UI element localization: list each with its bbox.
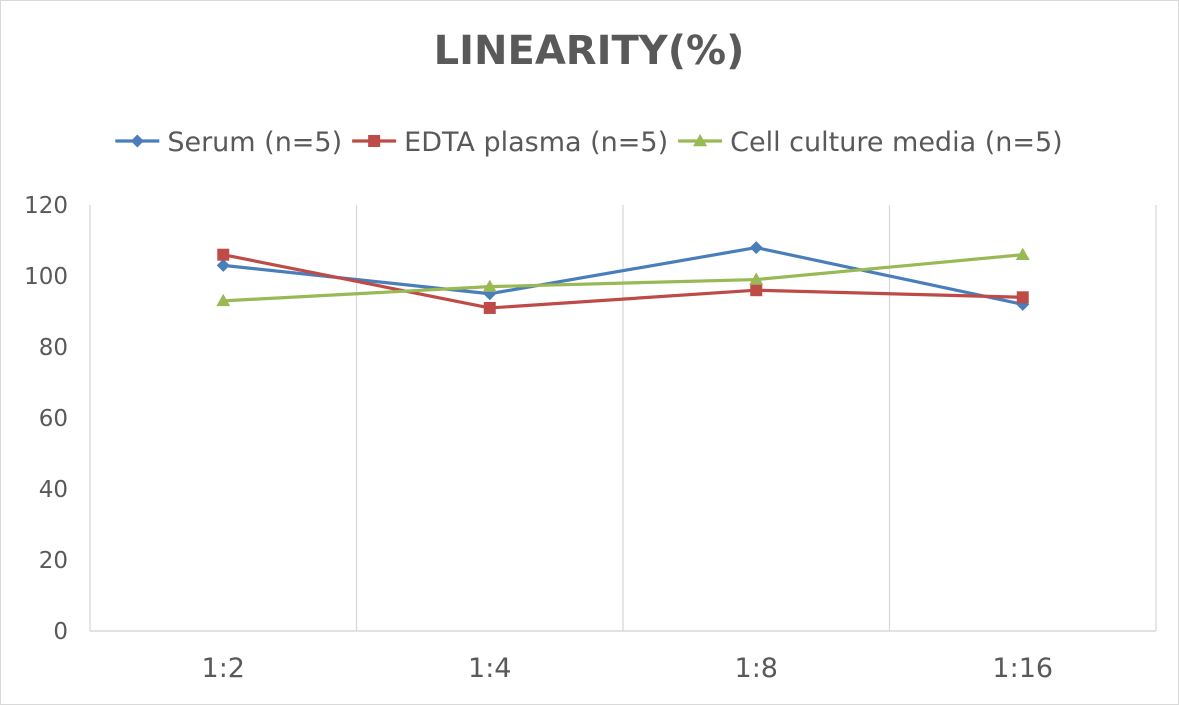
- y-tick-label: 40: [39, 477, 68, 503]
- x-tick-label: 1:2: [202, 653, 245, 684]
- data-point: [749, 272, 764, 285]
- gridlines: [89, 205, 1157, 631]
- x-tick-label: 1:4: [468, 653, 511, 684]
- data-point: [749, 241, 763, 255]
- series-3: [216, 247, 1030, 307]
- legend-label: Cell culture media (n=5): [730, 127, 1063, 158]
- legend-label: Serum (n=5): [167, 127, 342, 158]
- legend-label: EDTA plasma (n=5): [404, 127, 668, 158]
- series-line: [223, 246, 1024, 306]
- series-line: [223, 253, 1023, 303]
- data-point: [216, 293, 231, 307]
- y-tick-label: 80: [39, 335, 68, 361]
- y-tick-label: 0: [53, 619, 68, 645]
- data-point: [217, 248, 230, 261]
- x-tick-label: 1:8: [735, 653, 778, 684]
- data-point: [216, 258, 230, 272]
- series-line: [222, 253, 1023, 310]
- y-tick-label: 120: [24, 193, 68, 219]
- legend-item-3: Cell culture media (n=5): [678, 127, 1063, 158]
- legend-swatch-marker: [130, 134, 144, 148]
- data-point: [482, 279, 497, 292]
- y-tick-label: 60: [39, 406, 68, 432]
- data-point: [1015, 247, 1030, 260]
- data-point: [750, 284, 763, 297]
- legend-item-2: EDTA plasma (n=5): [352, 127, 668, 158]
- data-point: [1016, 291, 1029, 304]
- legend-swatch-marker: [693, 134, 708, 147]
- legend-swatch-marker: [368, 135, 381, 147]
- legend-item-1: Serum (n=5): [115, 127, 342, 158]
- chart-title: LINEARITY(%): [434, 28, 745, 74]
- y-tick-label: 20: [39, 548, 68, 574]
- axes: 0 20 40 60 80 100 120 1:2 1:4 1:8 1:16: [24, 193, 1156, 684]
- data-point: [483, 301, 496, 314]
- series-2: [217, 248, 1029, 314]
- x-tick-label: 1:16: [992, 653, 1053, 684]
- series-layer: [216, 241, 1030, 314]
- y-tick-label: 100: [24, 264, 68, 290]
- legend: Serum (n=5) EDTA plasma (n=5) Cell culture…: [115, 127, 1063, 158]
